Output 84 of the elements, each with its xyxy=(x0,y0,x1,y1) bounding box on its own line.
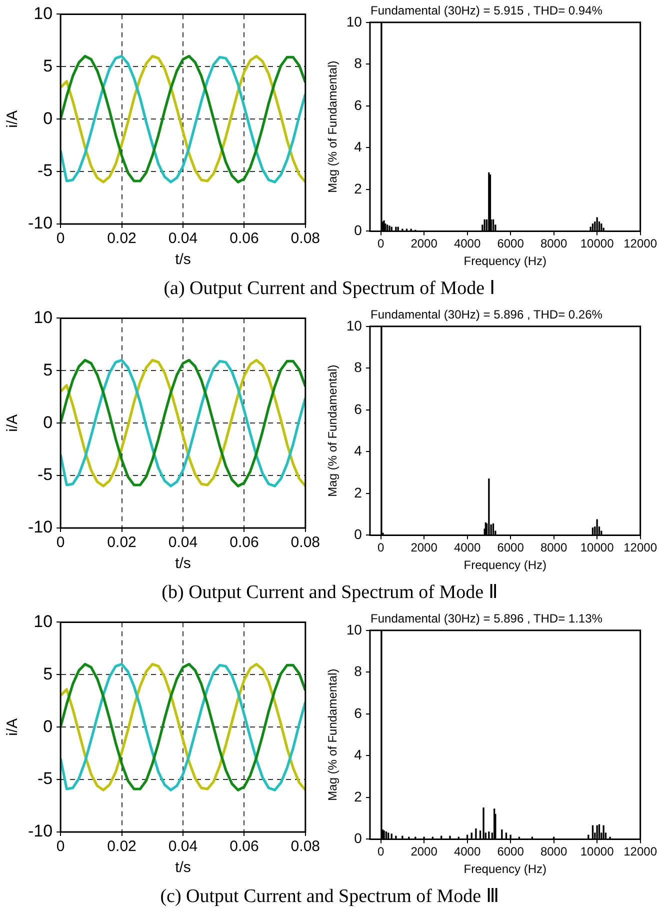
y-tick-label: 5 xyxy=(43,56,53,76)
x-tick-label: 8000 xyxy=(540,844,568,859)
x-tick-label: 0.08 xyxy=(290,534,320,552)
y-tick-label: 10 xyxy=(346,13,362,30)
y-axis-title: i/A xyxy=(4,110,22,128)
x-tick-label: 0 xyxy=(377,844,384,859)
y-tick-label: -10 xyxy=(28,518,53,537)
x-tick-label: 0.08 xyxy=(290,838,320,856)
y-tick-label: -5 xyxy=(37,769,53,788)
x-tick-label: 2000 xyxy=(410,844,438,859)
x-tick-label: 0.02 xyxy=(107,534,136,552)
x-tick-label: 0.04 xyxy=(168,534,198,552)
chart-title: Fundamental (30Hz) = 5.896 , THD= 0.26% xyxy=(370,308,603,322)
x-tick-label: 0.04 xyxy=(168,838,198,856)
chart-title: Fundamental (30Hz) = 5.915 , THD= 0.94% xyxy=(370,4,603,18)
x-tick-label: 12000 xyxy=(624,844,658,859)
y-tick-label: 2 xyxy=(354,180,362,196)
text: (c) Output Current and Spectrum of Mode Ⅲ xyxy=(159,885,500,908)
x-tick-label: 4000 xyxy=(454,236,481,251)
x-tick-label: 0 xyxy=(377,540,384,555)
y-tick-label: 4 xyxy=(354,442,362,459)
x-tick-label: 10000 xyxy=(580,844,614,859)
y-tick-label: 0 xyxy=(43,716,53,736)
y-tick-label: 4 xyxy=(354,746,362,763)
x-tick-label: 12000 xyxy=(624,236,658,251)
y-tick-label: -10 xyxy=(28,214,53,233)
x-tick-label: 4000 xyxy=(454,844,481,859)
y-tick-label: -5 xyxy=(37,161,53,180)
y-tick-label: 10 xyxy=(346,621,362,638)
x-tick-label: 0.04 xyxy=(168,230,198,248)
x-tick-label: 0.06 xyxy=(230,838,259,856)
x-tick-label: 2000 xyxy=(410,540,438,555)
y-tick-label: 10 xyxy=(346,317,362,334)
x-tick-label: 0 xyxy=(56,838,65,856)
x-axis-title: t/s xyxy=(175,859,191,876)
y-tick-label: 6 xyxy=(354,96,362,113)
y-tick-label: 4 xyxy=(354,138,362,155)
x-tick-label: 0 xyxy=(377,236,384,251)
y-tick-label: -10 xyxy=(28,822,53,841)
y-tick-label: 0 xyxy=(43,108,53,128)
x-tick-label: 0.08 xyxy=(290,230,320,248)
y-tick-label: 10 xyxy=(34,4,53,23)
y-tick-label: 8 xyxy=(354,55,362,72)
x-axis-title: Frequency (Hz) xyxy=(464,558,546,572)
x-tick-label: 0.06 xyxy=(230,534,259,552)
y-axis-title: i/A xyxy=(4,718,22,736)
y-tick-label: 5 xyxy=(43,664,53,684)
x-tick-label: 10000 xyxy=(580,236,614,251)
y-axis-title: i/A xyxy=(4,414,22,432)
x-tick-label: 6000 xyxy=(497,844,524,859)
x-tick-label: 0.02 xyxy=(107,838,136,856)
x-axis-title: Frequency (Hz) xyxy=(464,862,546,876)
y-tick-label: 8 xyxy=(354,359,362,376)
x-tick-label: 8000 xyxy=(540,540,568,555)
y-tick-label: 10 xyxy=(34,612,53,631)
x-tick-label: 8000 xyxy=(540,236,568,251)
x-tick-label: 0 xyxy=(56,534,65,552)
y-tick-label: 6 xyxy=(354,400,362,417)
y-tick-label: 5 xyxy=(43,360,53,380)
chart-title: Fundamental (30Hz) = 5.896 , THD= 1.13% xyxy=(370,612,603,626)
x-tick-label: 0.02 xyxy=(107,230,136,248)
x-tick-label: 10000 xyxy=(580,540,614,555)
x-axis-title: t/s xyxy=(175,555,191,572)
x-tick-label: 0.06 xyxy=(230,230,259,248)
y-tick-label: 2 xyxy=(354,484,362,500)
y-tick-label: -5 xyxy=(37,465,53,484)
y-tick-label: 6 xyxy=(354,704,362,721)
x-axis-title: t/s xyxy=(175,251,191,268)
x-tick-label: 0 xyxy=(56,230,65,248)
x-tick-label: 12000 xyxy=(624,540,658,555)
x-tick-label: 4000 xyxy=(454,540,481,555)
y-tick-label: 0 xyxy=(43,412,53,432)
x-tick-label: 6000 xyxy=(497,540,524,555)
y-axis-title: Mag (% of Fundamental) xyxy=(326,364,340,497)
y-tick-label: 8 xyxy=(354,663,362,680)
x-axis-title: Frequency (Hz) xyxy=(464,254,546,268)
text: (b) Output Current and Spectrum of Mode Ⅱ xyxy=(160,581,498,604)
y-axis-title: Mag (% of Fundamental) xyxy=(326,60,340,193)
y-tick-label: 2 xyxy=(354,788,362,804)
y-axis-title: Mag (% of Fundamental) xyxy=(326,668,340,801)
text: (a) Output Current and Spectrum of Mode Ⅰ xyxy=(162,277,496,300)
y-tick-label: 10 xyxy=(34,308,53,327)
x-tick-label: 2000 xyxy=(410,236,438,251)
x-tick-label: 6000 xyxy=(497,236,524,251)
